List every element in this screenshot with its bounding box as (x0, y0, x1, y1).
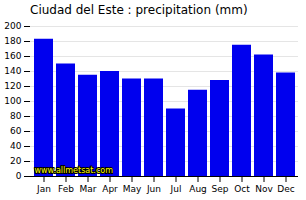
svg-text:200: 200 (4, 21, 21, 31)
svg-text:40: 40 (10, 141, 22, 151)
svg-text:60: 60 (10, 126, 22, 136)
svg-text:Apr: Apr (102, 184, 118, 194)
svg-text:Jul: Jul (170, 184, 182, 194)
svg-text:180: 180 (4, 36, 21, 46)
svg-text:140: 140 (4, 66, 21, 76)
svg-text:0: 0 (16, 171, 22, 181)
svg-text:Jan: Jan (36, 184, 51, 194)
svg-text:80: 80 (10, 111, 22, 121)
html-text:Ciudad del Este : precipitatio: Ciudad del Este : precipitation (mm) (30, 3, 248, 17)
svg-text:www.allmetsat.com: www.allmetsat.com (35, 166, 114, 175)
svg-text:Oct: Oct (234, 184, 250, 194)
svg-text:Mar: Mar (80, 184, 97, 194)
svg-text:100: 100 (4, 96, 21, 106)
svg-text:May: May (123, 184, 142, 194)
svg-text:160: 160 (4, 51, 21, 61)
svg-text:Jun: Jun (146, 184, 161, 194)
svg-text:20: 20 (10, 156, 22, 166)
svg-text:120: 120 (4, 81, 21, 91)
svg-text:Nov: Nov (255, 184, 273, 194)
svg-text:Sep: Sep (212, 184, 229, 194)
svg-text:Aug: Aug (189, 184, 207, 194)
svg-text:Feb: Feb (58, 184, 74, 194)
svg-text:Dec: Dec (277, 184, 294, 194)
